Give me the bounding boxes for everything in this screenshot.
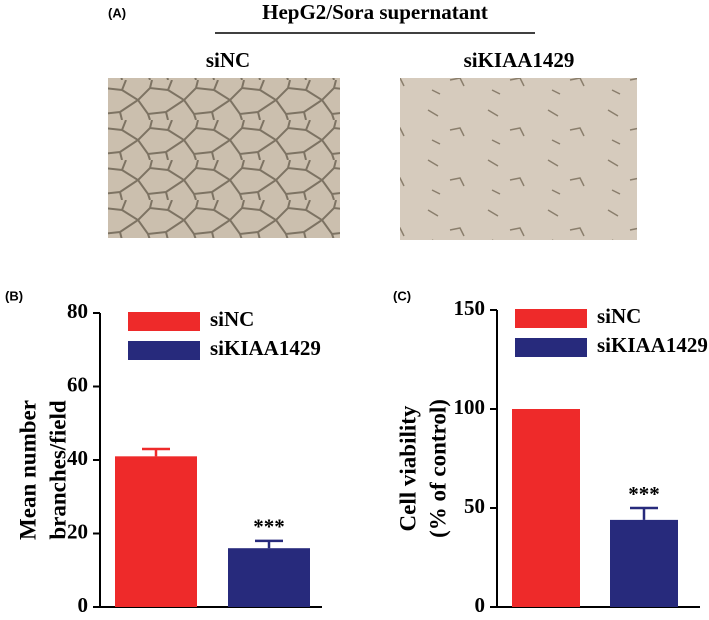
micrograph-texture [400,78,637,240]
bar [512,409,580,607]
panel-label: (C) [393,288,411,303]
error-bar [142,447,170,457]
y-tick-label: 20 [67,519,88,543]
bar [228,548,310,607]
legend-swatch [128,312,200,331]
image-label: siNC [206,48,250,72]
bar [115,456,197,607]
y-tick-label: 40 [67,446,88,470]
significance-label: *** [253,515,285,539]
y-axis-label: (% of control) [425,399,450,538]
error-bar [255,539,283,549]
y-tick-label: 0 [475,593,486,617]
legend-swatch [128,341,200,360]
legend-label: siKIAA1429 [210,336,321,360]
legend-label: siKIAA1429 [597,333,708,357]
y-tick-label: 0 [78,593,89,617]
y-axis-label: Mean number [15,400,40,540]
image-label: siKIAA1429 [464,48,575,72]
y-tick-label: 80 [67,299,88,323]
error-bar [630,506,658,520]
y-axis-label: branches/field [45,400,70,539]
panel-label: (A) [108,5,126,20]
significance-label: *** [628,482,660,506]
legend-swatch [515,309,587,328]
y-axis-label: Cell viability [395,405,420,531]
legend-swatch [515,338,587,357]
figure-title: HepG2/Sora supernatant [262,0,488,24]
legend-label: siNC [210,307,254,331]
y-tick-label: 50 [464,494,485,518]
bar [610,519,678,607]
micrograph-texture [108,78,340,238]
y-tick-label: 60 [67,372,88,396]
y-tick-label: 100 [454,395,486,419]
y-tick-label: 150 [454,296,486,320]
legend-label: siNC [597,304,641,328]
panel-label: (B) [5,288,23,303]
